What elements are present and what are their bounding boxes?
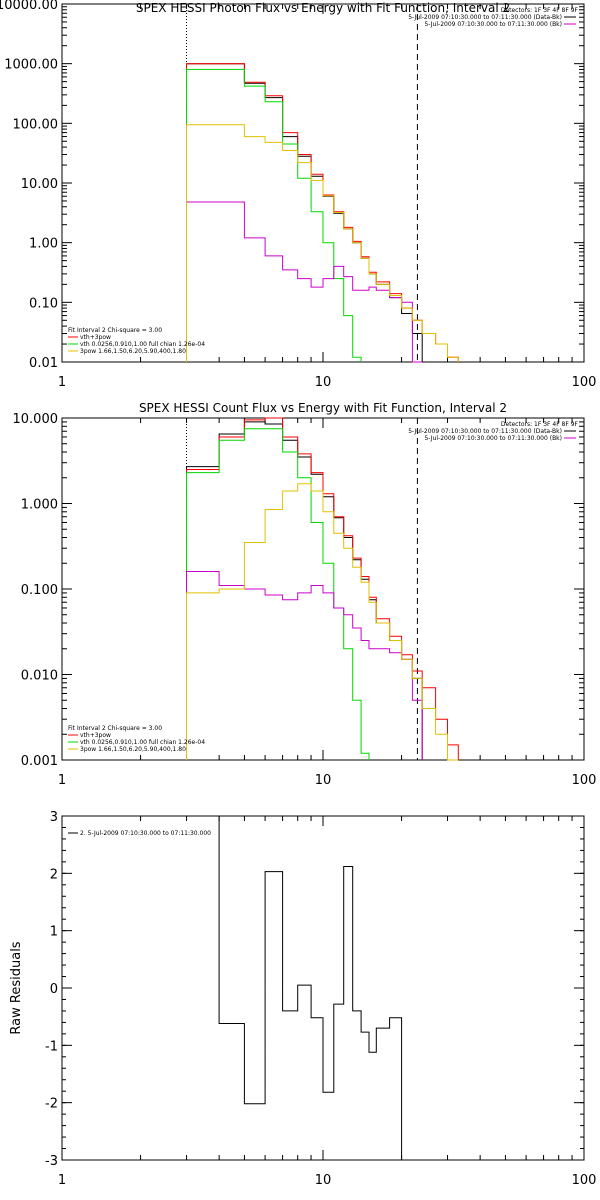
x-tick-label: 1	[58, 375, 66, 390]
x-tick-label: 1	[58, 1173, 66, 1188]
header-text: 5-Jul-2009 07:10:30.000 to 07:11:30.000 …	[424, 21, 562, 28]
y-tick-label: 1.00	[29, 237, 58, 252]
chart-title: SPEX HESSI Count Flux vs Energy with Fit…	[139, 401, 507, 415]
y-tick-label: 1	[50, 925, 58, 940]
legend-item: 3pow 1.66,1.50,6.20,5.90,400,1.80	[80, 746, 186, 753]
header-text: 5-Jul-2009 07:10:30.000 to 07:11:30.000 …	[424, 435, 562, 442]
y-tick-label: 0.010	[21, 669, 58, 684]
series-black-line	[186, 63, 423, 362]
y-tick-label: -1	[45, 1039, 58, 1054]
y-tick-label: 0.10	[29, 296, 58, 311]
series-green-line	[186, 68, 362, 362]
y-tick-label: 0.01	[29, 356, 58, 371]
y-tick-label: 10000.00	[0, 0, 58, 13]
chart-panel-3: Raw Residuals 1 10 100 -3 -2 -1 0 1 2 3 2. 5-Jul-20…	[9, 810, 596, 1188]
legend-item: Fit Interval 2 Chi-square = 3.00	[68, 327, 162, 334]
x-tick-label: 10	[315, 773, 332, 788]
legend-item: 3pow 1.66,1.50,6.20,5.90,400,1.80	[80, 348, 186, 355]
x-tick-label: 10	[315, 375, 332, 390]
chart-panel-1: SPEX HESSI Photon Flux vs Energy with Fi…	[0, 0, 596, 390]
series-yellow-line	[186, 124, 459, 362]
legend-item: vth 0.0256,0.910,1.00 full chian 1.26e-0…	[80, 739, 205, 746]
x-tick-label: 1	[58, 773, 66, 788]
y-tick-label: 10.000	[13, 412, 59, 427]
legend-item: vth 0.0256,0.910,1.00 full chian 1.26e-0…	[80, 341, 205, 348]
header-text: Detectors: 1F 3F 4F 8F 9F	[501, 7, 579, 14]
y-tick-label: 0.001	[21, 754, 58, 769]
header-text: 5-Jul-2009 07:10:30.000 to 07:11:30.000 …	[408, 428, 562, 435]
chart-panel-2: SPEX HESSI Count Flux vs Energy with Fit…	[13, 401, 597, 788]
series-green-line	[186, 428, 370, 760]
x-tick-label: 100	[572, 1173, 597, 1188]
y-tick-label: -2	[45, 1097, 58, 1112]
legend-item: vth+3pow	[80, 334, 111, 341]
series-yellow-line	[186, 483, 459, 761]
y-tick-label: 10.00	[21, 177, 58, 192]
y-tick-label: 0.100	[21, 583, 58, 598]
legend-item: 2. 5-Jul-2009 07:10:30.000 to 07:11:30.0…	[80, 830, 211, 837]
header-text: 5-Jul-2009 07:10:30.000 to 07:11:30.000 …	[408, 14, 562, 21]
series-red-line	[186, 417, 459, 760]
series-black-line	[186, 815, 413, 1161]
x-tick-label: 100	[572, 375, 597, 390]
y-tick-label: 1.000	[21, 498, 58, 513]
series-black-line	[186, 421, 423, 760]
x-tick-label: 100	[572, 773, 597, 788]
y-tick-label: 100.00	[13, 117, 59, 132]
legend-item: vth+3pow	[80, 732, 111, 739]
y-tick-label: 3	[50, 810, 58, 825]
plot-frame	[61, 815, 585, 1161]
x-tick-label: 10	[315, 1173, 332, 1188]
y-tick-label: 1000.00	[4, 58, 58, 73]
y-tick-label: 0	[50, 982, 58, 997]
y-tick-label: -3	[45, 1154, 58, 1169]
y-axis-label: Raw Residuals	[9, 941, 24, 1034]
y-tick-label: 2	[50, 867, 58, 882]
series-magenta-line	[186, 571, 423, 760]
legend-item: Fit Interval 2 Chi-square = 3.00	[68, 725, 162, 732]
header-text: Detectors: 1F 3F 4F 8F 9F	[501, 421, 579, 428]
